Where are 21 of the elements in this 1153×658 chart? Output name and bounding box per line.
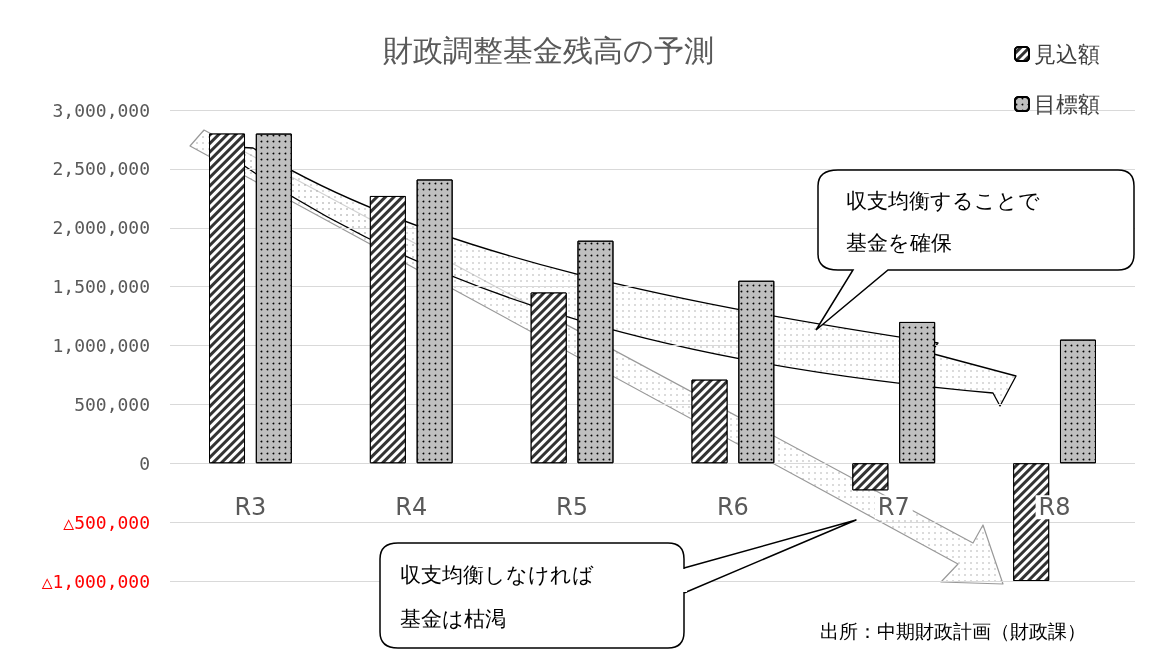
y-tick-label: 1,500,000: [52, 276, 150, 298]
x-tick-label: R8: [1038, 493, 1071, 522]
x-tick-label: R6: [716, 493, 749, 522]
text: 出所：中期財政計画（財政課）: [820, 620, 1086, 642]
y-tick-label: 0: [139, 452, 150, 474]
x-tick-label: R4: [395, 493, 428, 522]
y-tick-label: 1,000,000: [52, 335, 150, 356]
x-tick-label: R3: [234, 493, 267, 522]
x-tick-label: R7: [877, 493, 910, 522]
legend-label: 目標額: [1034, 91, 1100, 117]
y-tick-label: △1,000,000: [41, 570, 150, 592]
chart-title: 財政調整基金残高の予測: [383, 32, 714, 68]
annotation: 収支均衡することで基金を確保: [846, 189, 1040, 255]
x-tick-label: R5: [556, 493, 589, 522]
y-tick-label: 500,000: [74, 393, 150, 415]
annotation: 収支均衡しなければ基金は枯渇: [400, 563, 594, 631]
y-tick-label: △500,000: [63, 511, 150, 533]
y-tick-label: 2,000,000: [52, 217, 150, 239]
legend-label: 見込額: [1034, 41, 1100, 67]
y-tick-label: 2,500,000: [52, 158, 150, 180]
y-tick-label: 3,000,000: [52, 99, 150, 121]
